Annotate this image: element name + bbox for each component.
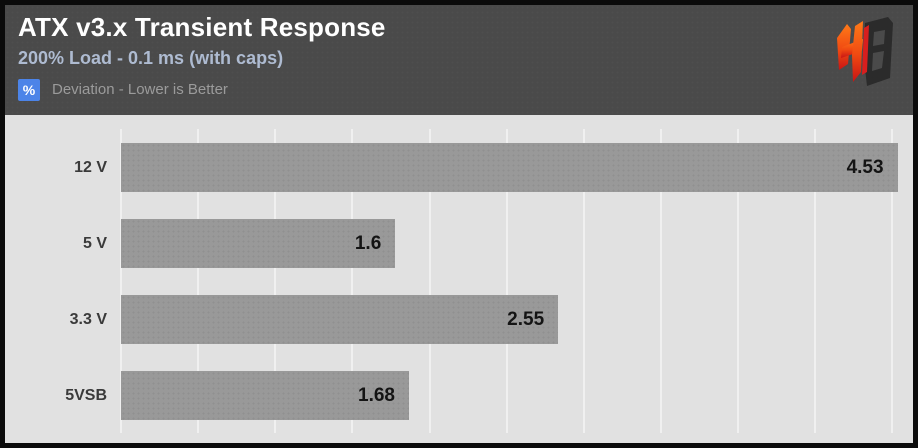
category-label: 12 V: [74, 159, 107, 176]
bar-row: 5VSB 1.68: [5, 371, 913, 447]
chart-title: ATX v3.x Transient Response: [18, 12, 386, 42]
bar-cell: 4.53: [121, 143, 913, 192]
header-titles: ATX v3.x Transient Response 200% Load - …: [18, 12, 386, 101]
bar: 1.68: [121, 371, 409, 420]
bar-rows: 12 V 4.53 5 V 1.6 3.3 V 2.55 5VSB 1.68: [5, 143, 913, 447]
category-label: 5 V: [82, 235, 107, 252]
legend-label: Deviation - Lower is Better: [52, 81, 228, 99]
bar-row: 5 V 1.6: [5, 219, 913, 295]
bar: 2.55: [121, 295, 559, 344]
bar-cell: 1.68: [121, 371, 913, 420]
hardware-busters-logo-icon: [833, 10, 897, 92]
bar-cell: 2.55: [121, 295, 913, 344]
category-label: 5VSB: [65, 387, 107, 404]
bar: 4.53: [121, 143, 898, 192]
bar-row: 12 V 4.53: [5, 143, 913, 219]
value-label: 1.6: [354, 232, 382, 254]
bar: 1.6: [121, 219, 396, 268]
value-label: 4.53: [846, 156, 884, 178]
chart-header: ATX v3.x Transient Response 200% Load - …: [5, 5, 913, 115]
percent-badge-icon: %: [18, 78, 40, 101]
bar-cell: 1.6: [121, 219, 913, 268]
bar-row: 3.3 V 2.55: [5, 295, 913, 371]
plot-area: 12 V 4.53 5 V 1.6 3.3 V 2.55 5VSB 1.68: [5, 115, 913, 443]
value-label: 1.68: [358, 384, 395, 406]
legend-row: % Deviation - Lower is Better: [18, 78, 386, 101]
category-label: 3.3 V: [69, 311, 107, 328]
chart-subtitle: 200% Load - 0.1 ms (with caps): [18, 47, 284, 68]
value-label: 2.55: [507, 308, 545, 330]
